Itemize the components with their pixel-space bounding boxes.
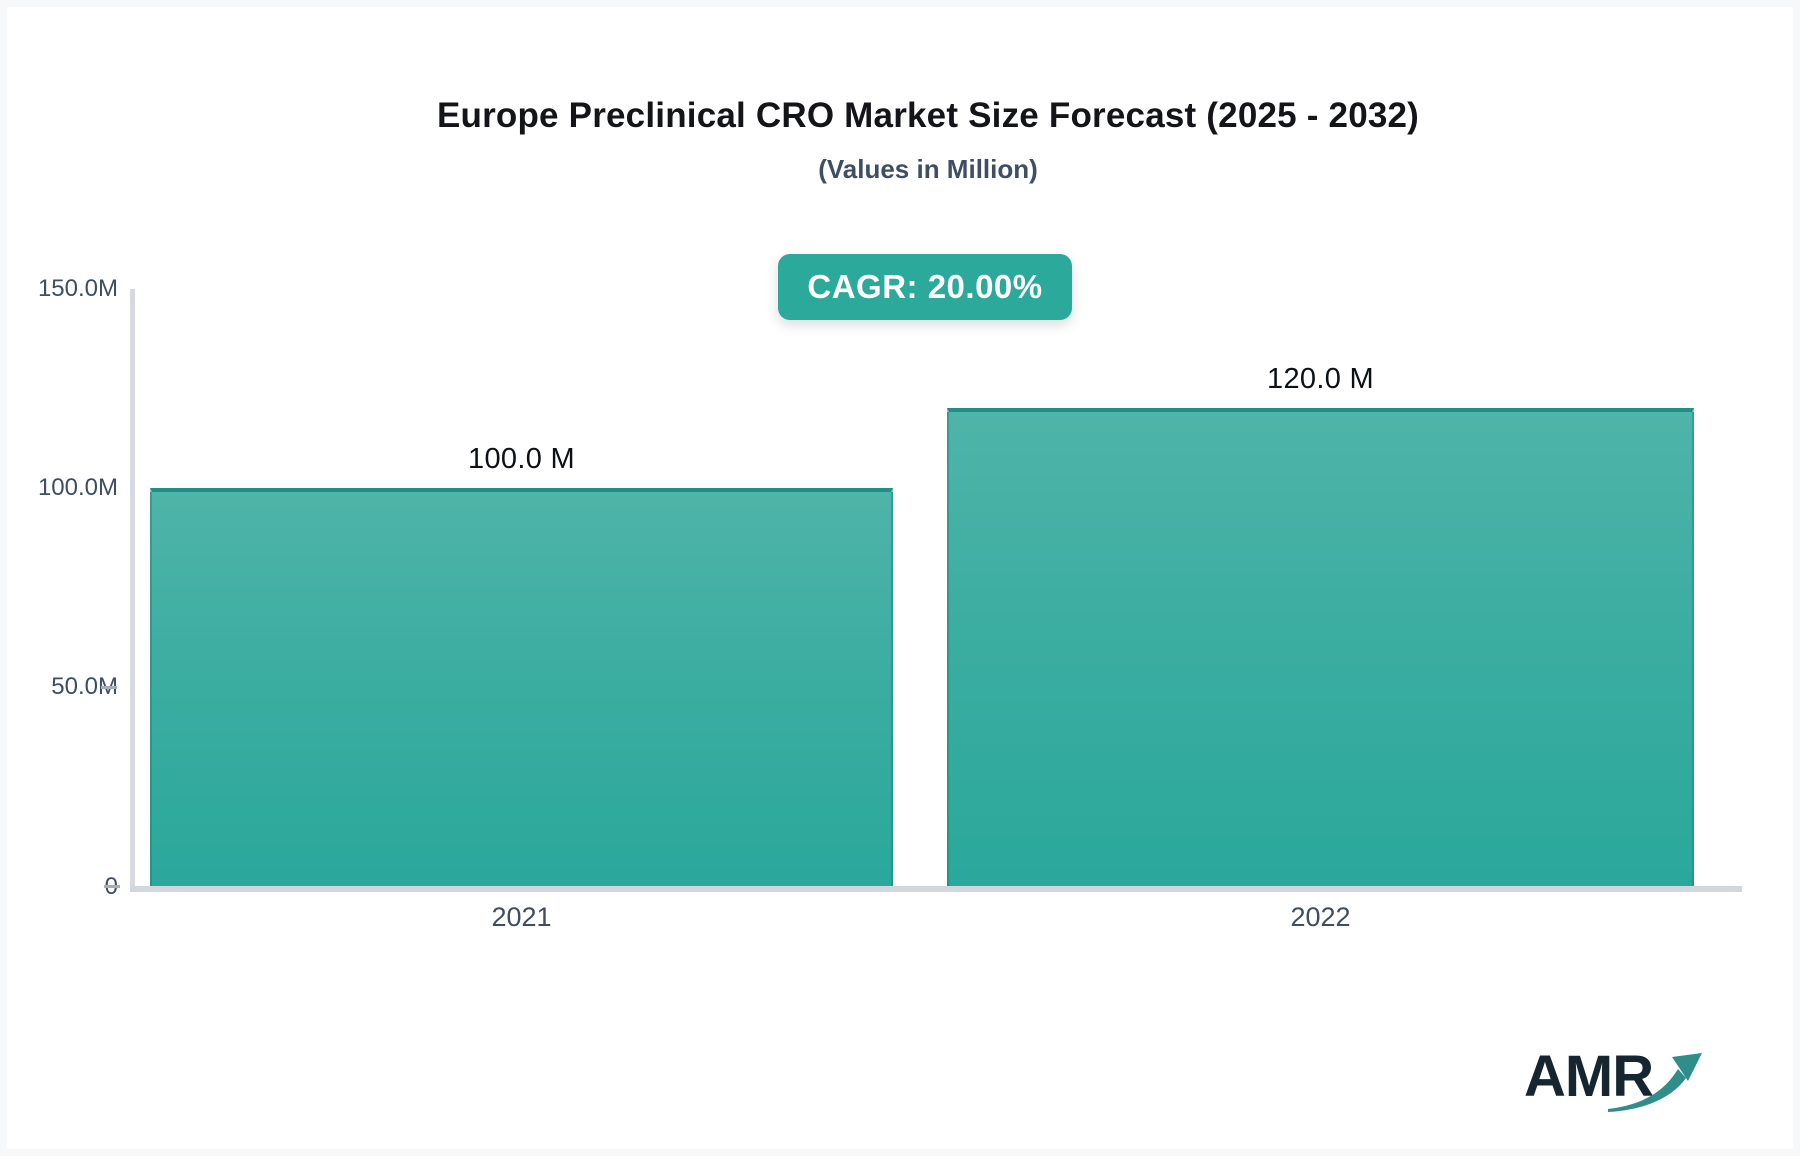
cagr-badge: CAGR: 20.00% xyxy=(778,254,1072,320)
x-axis-label-2021: 2021 xyxy=(491,902,552,932)
bar-value-label-2022: 120.0 M xyxy=(1267,363,1374,395)
y-tick-label-150m: 150.0M xyxy=(37,275,118,302)
amr-logo-arrow-icon xyxy=(1608,1069,1686,1112)
bar-2022: 120.0 M xyxy=(947,363,1694,886)
y-tick-mark-0 xyxy=(104,885,120,888)
bar-rect-2021 xyxy=(150,488,893,886)
amr-logo-text: AMR xyxy=(1524,1044,1653,1109)
chart-subtitle: (Values in Million) xyxy=(818,154,1038,184)
y-tick-label-100m: 100.0M xyxy=(37,474,118,501)
bar-value-label-2021: 100.0 M xyxy=(468,443,575,475)
y-tick-label-0: 0 xyxy=(8,873,118,901)
bar-rect-2022 xyxy=(947,408,1694,886)
x-axis-label-2022: 2022 xyxy=(1290,902,1351,932)
x-axis-line xyxy=(130,886,1742,892)
amr-logo-arrowhead-icon xyxy=(1672,1053,1702,1081)
y-tick-mark-50m xyxy=(101,686,117,689)
amr-logo: AMR xyxy=(1524,1044,1702,1112)
y-axis-line xyxy=(130,289,135,886)
bar-2021: 100.0 M xyxy=(150,443,893,886)
chart-header: Europe Preclinical CRO Market Size Forec… xyxy=(56,96,1800,185)
chart-title: Europe Preclinical CRO Market Size Forec… xyxy=(436,96,1420,135)
